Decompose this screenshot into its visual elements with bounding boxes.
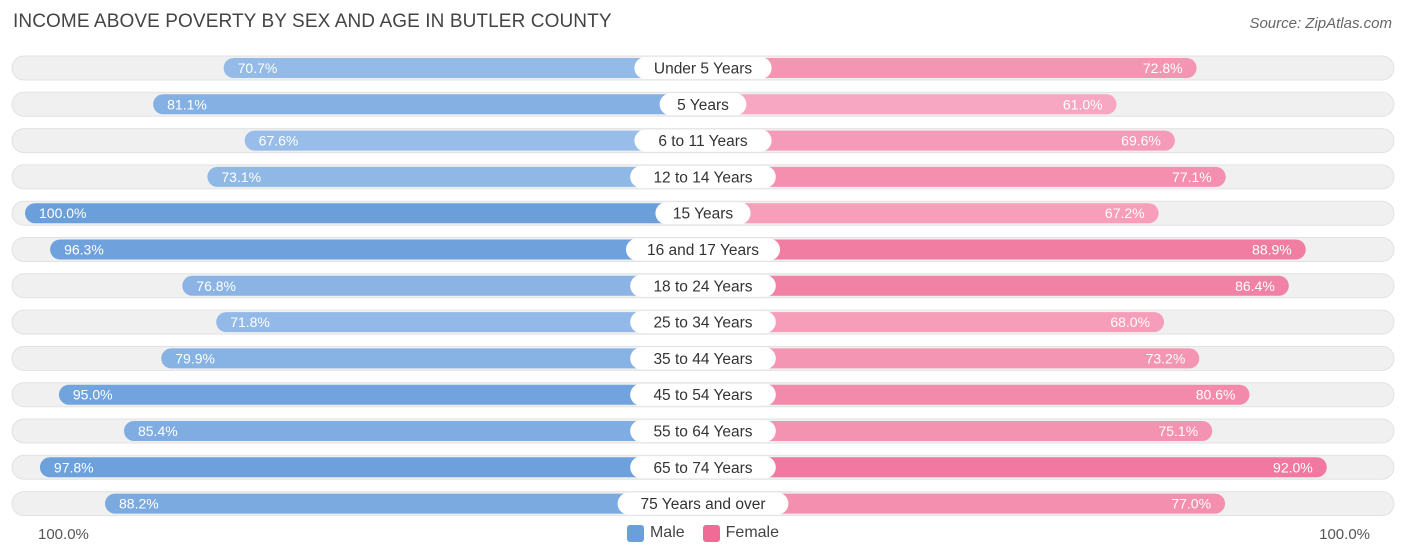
source-label: Source: ZipAtlas.com xyxy=(1249,15,1392,32)
male-bar xyxy=(207,166,703,187)
category-label-background xyxy=(655,202,751,225)
female-value-label: 68.0% xyxy=(1110,314,1150,330)
male-bar xyxy=(105,493,703,514)
category-label: 75 Years and over xyxy=(641,496,766,513)
female-value-label: 75.1% xyxy=(1158,423,1198,439)
female-swatch xyxy=(702,524,720,542)
legend: Male Female xyxy=(0,524,1406,542)
female-value-label: 73.2% xyxy=(1146,350,1186,366)
male-value-label: 95.0% xyxy=(73,387,113,403)
female-bar xyxy=(703,239,1306,260)
male-bar xyxy=(153,94,704,115)
female-value-label: 88.9% xyxy=(1252,242,1292,258)
category-label-background xyxy=(630,274,776,297)
category-label-background xyxy=(630,420,776,442)
male-bar xyxy=(182,275,703,296)
category-label: 6 to 11 Years xyxy=(658,133,748,150)
category-label-background xyxy=(626,238,780,261)
male-value-label: 81.1% xyxy=(167,96,207,112)
category-label: 15 Years xyxy=(673,206,734,223)
female-bar xyxy=(703,275,1289,296)
male-bar xyxy=(223,58,704,78)
legend-item-male: Male xyxy=(626,524,685,542)
category-label: 45 to 54 Years xyxy=(653,387,752,404)
male-bar xyxy=(244,130,703,151)
male-value-label: 97.8% xyxy=(54,459,94,475)
female-bar xyxy=(703,421,1213,441)
male-bar xyxy=(50,239,703,260)
category-label-background xyxy=(659,93,747,116)
female-value-label: 92.0% xyxy=(1273,459,1313,475)
female-value-label: 77.0% xyxy=(1171,496,1211,512)
male-bar xyxy=(58,384,703,405)
axis-right-label: 100.0% xyxy=(1319,526,1370,543)
female-value-label: 67.2% xyxy=(1105,205,1145,221)
category-label: Under 5 Years xyxy=(654,61,752,78)
male-value-label: 85.4% xyxy=(138,423,178,439)
male-bar xyxy=(25,203,703,224)
female-bar xyxy=(703,493,1226,514)
male-value-label: 79.9% xyxy=(175,350,215,366)
female-bar xyxy=(703,348,1200,369)
category-label-background xyxy=(630,456,776,479)
diverging-bar-chart: 70.7% 72.8% Under 5 Years 81.1% 61.0% 5 Years… xyxy=(11,55,1395,517)
category-label-background xyxy=(630,347,776,370)
axis-left-label: 100.0% xyxy=(38,526,89,543)
female-value-label: 61.0% xyxy=(1063,96,1103,112)
female-value-label: 86.4% xyxy=(1235,278,1275,294)
category-label: 55 to 64 Years xyxy=(653,424,752,441)
category-label: 16 and 17 Years xyxy=(647,242,759,259)
category-label-background xyxy=(634,129,772,152)
female-bar xyxy=(703,58,1197,78)
category-label: 65 to 74 Years xyxy=(653,460,752,477)
category-label: 12 to 14 Years xyxy=(653,169,752,186)
legend-item-female: Female xyxy=(702,524,780,542)
male-bar xyxy=(39,457,703,478)
male-value-label: 70.7% xyxy=(238,60,278,76)
category-label-background xyxy=(634,57,772,79)
female-value-label: 80.6% xyxy=(1196,387,1236,403)
male-value-label: 100.0% xyxy=(39,205,86,221)
category-label: 18 to 24 Years xyxy=(653,278,752,295)
female-value-label: 77.1% xyxy=(1172,169,1212,185)
female-bar xyxy=(703,94,1117,115)
legend-female-label: Female xyxy=(725,524,780,541)
category-label: 35 to 44 Years xyxy=(653,351,752,368)
male-value-label: 96.3% xyxy=(64,242,104,258)
female-bar xyxy=(703,166,1226,187)
category-label: 5 Years xyxy=(677,97,729,114)
category-label: 25 to 34 Years xyxy=(653,315,752,332)
female-bar xyxy=(703,312,1165,333)
male-bar xyxy=(161,348,703,369)
male-bar xyxy=(123,421,704,441)
female-bar xyxy=(703,384,1250,405)
chart-title: INCOME ABOVE POVERTY BY SEX AND AGE IN B… xyxy=(13,11,612,32)
male-value-label: 73.1% xyxy=(221,169,261,185)
female-bar xyxy=(703,457,1327,478)
female-value-label: 69.6% xyxy=(1121,133,1161,149)
male-value-label: 71.8% xyxy=(230,314,270,330)
category-label-background xyxy=(630,383,776,406)
legend-male-label: Male xyxy=(649,524,685,541)
category-label-background xyxy=(630,311,776,334)
female-value-label: 72.8% xyxy=(1143,60,1183,76)
female-bar xyxy=(703,203,1159,224)
male-value-label: 76.8% xyxy=(196,278,236,294)
male-value-label: 88.2% xyxy=(119,496,159,512)
male-value-label: 67.6% xyxy=(259,133,299,149)
category-label-background xyxy=(630,165,776,188)
female-bar xyxy=(703,130,1175,151)
male-bar xyxy=(216,312,704,333)
male-swatch xyxy=(626,524,644,542)
category-label-background xyxy=(617,492,789,515)
